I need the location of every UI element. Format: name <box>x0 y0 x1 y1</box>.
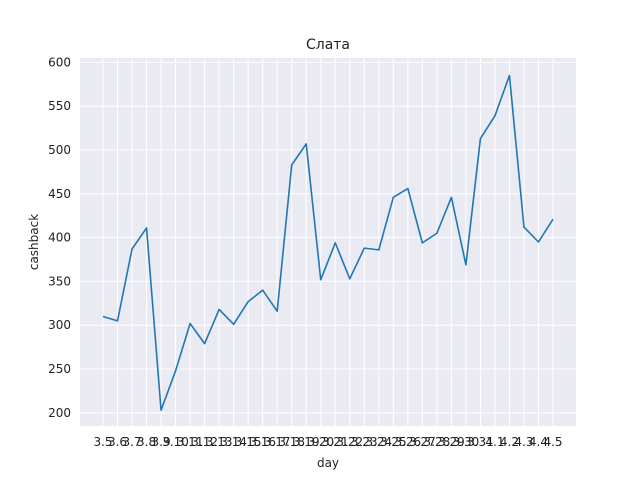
x-tick-label: 3.31 <box>467 435 494 449</box>
x-tick-label: 3.14 <box>220 435 247 449</box>
x-tick-label: 3.29 <box>438 435 465 449</box>
x-tick-label: 4.1 <box>485 435 504 449</box>
y-tick-label: 600 <box>48 55 71 69</box>
x-tick-label: 3.27 <box>409 435 436 449</box>
chart-title: Слата <box>306 37 350 53</box>
x-tick-label: 3.10 <box>162 435 189 449</box>
y-tick-label: 500 <box>48 143 71 157</box>
y-axis-label: cashback <box>27 214 41 270</box>
x-tick-label: 3.13 <box>206 435 233 449</box>
x-tick-label: 3.22 <box>336 435 363 449</box>
x-axis-label: day <box>317 456 339 470</box>
x-tick-label: 3.5 <box>93 435 112 449</box>
x-tick-label: 3.15 <box>235 435 262 449</box>
x-tick-label: 3.26 <box>394 435 421 449</box>
y-tick-labels: 200 250 300 350 400 450 500 550 600 <box>48 55 71 419</box>
series-lines <box>102 74 554 412</box>
x-tick-label: 3.9 <box>152 435 171 449</box>
x-tick-label: 3.19 <box>293 435 320 449</box>
x-tick-label: 3.25 <box>380 435 407 449</box>
y-tick-label: 250 <box>48 362 71 376</box>
plot-area <box>80 58 576 426</box>
x-tick-label: 3.7 <box>122 435 141 449</box>
x-tick-label: 3.20 <box>307 435 334 449</box>
x-tick-label: 4.4 <box>529 435 548 449</box>
x-tick-labels: 3.53.63.73.83.93.103.113.123.133.143.153… <box>93 435 562 449</box>
x-tick-label: 3.11 <box>177 435 204 449</box>
x-tick-label: 3.17 <box>264 435 291 449</box>
x-tick-label: 3.12 <box>191 435 218 449</box>
x-tick-label: 3.24 <box>365 435 392 449</box>
y-tick-label: 350 <box>48 274 71 288</box>
y-tick-label: 400 <box>48 231 71 245</box>
y-tick-label: 200 <box>48 406 71 420</box>
x-tick-label: 3.16 <box>249 435 276 449</box>
x-tick-label: 3.23 <box>351 435 378 449</box>
y-tick-label: 450 <box>48 187 71 201</box>
series-line <box>102 74 554 412</box>
x-tick-label: 3.30 <box>453 435 480 449</box>
x-tick-label: 3.21 <box>322 435 349 449</box>
x-tick-label: 3.8 <box>137 435 156 449</box>
y-tick-label: 550 <box>48 99 71 113</box>
x-tick-label: 3.18 <box>278 435 305 449</box>
x-tick-label: 3.28 <box>424 435 451 449</box>
grid-lines <box>80 58 576 426</box>
x-tick-label: 4.5 <box>543 435 562 449</box>
x-tick-label: 4.3 <box>514 435 533 449</box>
x-tick-label: 3.6 <box>108 435 127 449</box>
x-tick-label: 4.2 <box>500 435 519 449</box>
y-tick-label: 300 <box>48 318 71 332</box>
